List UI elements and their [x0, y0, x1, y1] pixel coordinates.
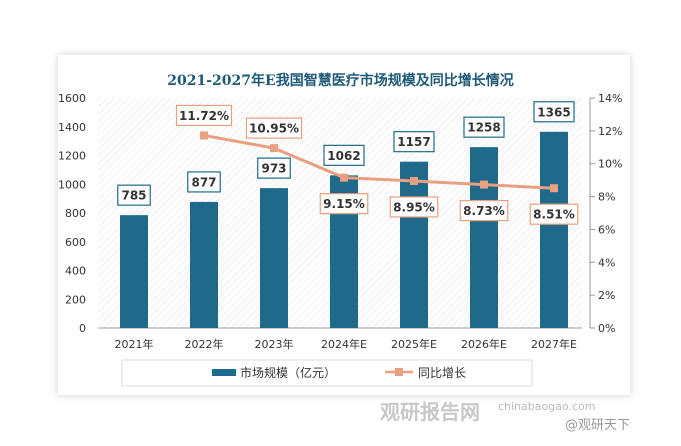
y-tick-label: 1000 — [58, 178, 86, 191]
legend — [121, 359, 533, 387]
y2-tick-label: 12% — [598, 125, 622, 138]
x-tick-label: 2024年E — [321, 337, 367, 351]
growth-value-label: 8.73% — [463, 204, 505, 218]
growth-value-label-box — [245, 117, 303, 139]
growth-value-label: 8.95% — [393, 200, 435, 214]
x-tick-label: 2025年E — [391, 337, 437, 351]
legend-bar-swatch — [212, 369, 236, 376]
x-tick-label: 2027年E — [531, 337, 577, 351]
bar — [120, 215, 148, 328]
bar-value-label: 1062 — [327, 149, 360, 163]
y-tick-label: 400 — [65, 265, 86, 278]
growth-value-label: 11.72% — [179, 109, 229, 123]
growth-point — [480, 180, 488, 189]
y2-tick-label: 4% — [598, 256, 615, 269]
growth-point — [410, 176, 418, 185]
bar-value-label: 1157 — [397, 135, 430, 149]
bar-value-label-box — [187, 171, 221, 193]
y2-tick-label: 0% — [598, 322, 615, 335]
y-tick-label: 200 — [65, 293, 86, 306]
x-tick-label: 2021年 — [115, 337, 154, 351]
bar-value-label: 1365 — [537, 105, 570, 119]
watermark-brand: 观研报告网 — [380, 400, 480, 424]
legend-line-marker — [395, 368, 403, 376]
growth-value-label-box — [319, 193, 369, 215]
bar-value-label: 1258 — [467, 121, 500, 135]
y-tick-label: 1200 — [58, 150, 86, 163]
watermark-credit: @观研天下 — [565, 418, 631, 433]
growth-value-label: 8.51% — [533, 208, 575, 222]
y2-tick-label: 14% — [598, 92, 622, 105]
legend-label-market-size: 市场规模（亿元） — [240, 365, 336, 380]
bar — [190, 201, 218, 328]
bar — [470, 147, 498, 328]
y2-tick-label: 10% — [598, 158, 622, 171]
x-tick-label: 2023年 — [255, 337, 294, 351]
y-tick-label: 0 — [79, 322, 86, 335]
bar-value-label-box — [257, 157, 291, 179]
y-tick-label: 1400 — [58, 121, 86, 134]
y2-tick-label: 6% — [598, 223, 615, 236]
growth-point — [550, 184, 558, 193]
bar-value-label: 973 — [261, 162, 286, 176]
growth-value-label-box — [529, 203, 579, 225]
growth-point — [200, 131, 208, 140]
growth-value-label-box — [175, 104, 233, 127]
bar-value-label-box — [393, 131, 435, 153]
y-tick-label: 800 — [65, 207, 86, 220]
bar — [540, 131, 568, 328]
bar-value-label: 877 — [191, 175, 216, 189]
growth-value-label-box — [459, 199, 509, 222]
chart-title: 2021-2027年E我国智慧医疗市场规模及同比增长情况 — [167, 73, 514, 89]
growth-point — [340, 173, 348, 182]
y-tick-label: 600 — [65, 236, 86, 249]
x-tick-label: 2026年E — [461, 337, 507, 351]
bar — [260, 188, 288, 328]
watermark-url: chinabaogao.com — [498, 400, 596, 413]
y2-tick-label: 8% — [598, 191, 615, 204]
y-tick-label: 1600 — [58, 92, 86, 105]
bar-value-label: 785 — [121, 189, 146, 203]
y2-tick-label: 2% — [598, 289, 615, 302]
growth-value-label-box — [389, 196, 439, 218]
bar-value-label-box — [323, 144, 365, 166]
bar-value-label-box — [533, 101, 575, 123]
bar-value-label-box — [117, 184, 151, 206]
growth-value-label: 10.95% — [249, 122, 299, 136]
x-tick-label: 2022年 — [185, 337, 224, 351]
bar-value-label-box — [463, 116, 505, 138]
growth-point — [270, 144, 278, 153]
growth-line — [203, 133, 555, 190]
growth-value-label: 9.15% — [323, 197, 365, 211]
bar — [400, 161, 428, 328]
legend-label-growth: 同比增长 — [418, 366, 466, 380]
